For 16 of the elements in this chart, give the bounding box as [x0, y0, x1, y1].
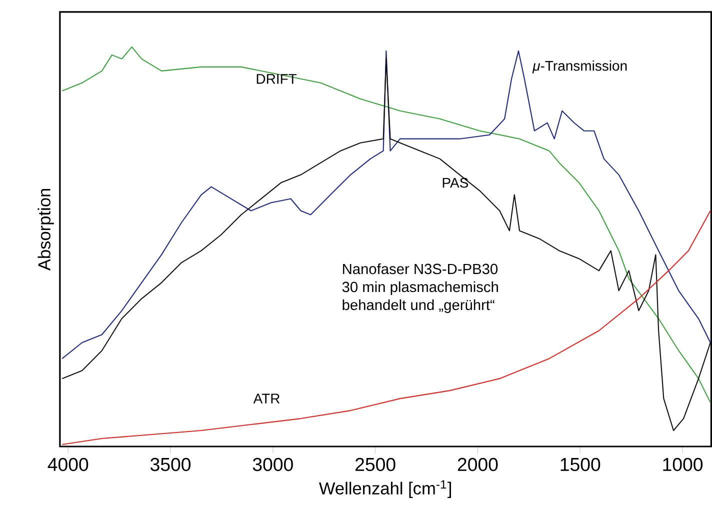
x-axis-title: Wellenzahl [cm$^{-1}$]	[318, 480, 451, 498]
annotation: Nanofaser N3S-D-PB30	[343, 263, 498, 274]
y-axis-title: Absorption	[38, 188, 54, 270]
x-tick-label: 1500	[560, 458, 600, 471]
series-label: PAS	[442, 178, 468, 188]
x-tick-label: 1000	[663, 458, 703, 471]
series-label: ATR	[253, 394, 280, 404]
x-tick-label: 4000	[48, 458, 88, 471]
x-tick-label: 3000	[252, 458, 293, 471]
series-label: DRIFT	[256, 74, 297, 84]
x-tick-label: 2000	[458, 458, 498, 471]
x-tick-label: 2500	[356, 458, 396, 471]
x-tick-label: 3500	[150, 458, 191, 471]
series-label: μ-Transmission	[532, 60, 627, 74]
annotation: behandelt und „gerührt“	[342, 299, 494, 313]
annotation: 30 min plasmachemisch	[342, 281, 498, 295]
